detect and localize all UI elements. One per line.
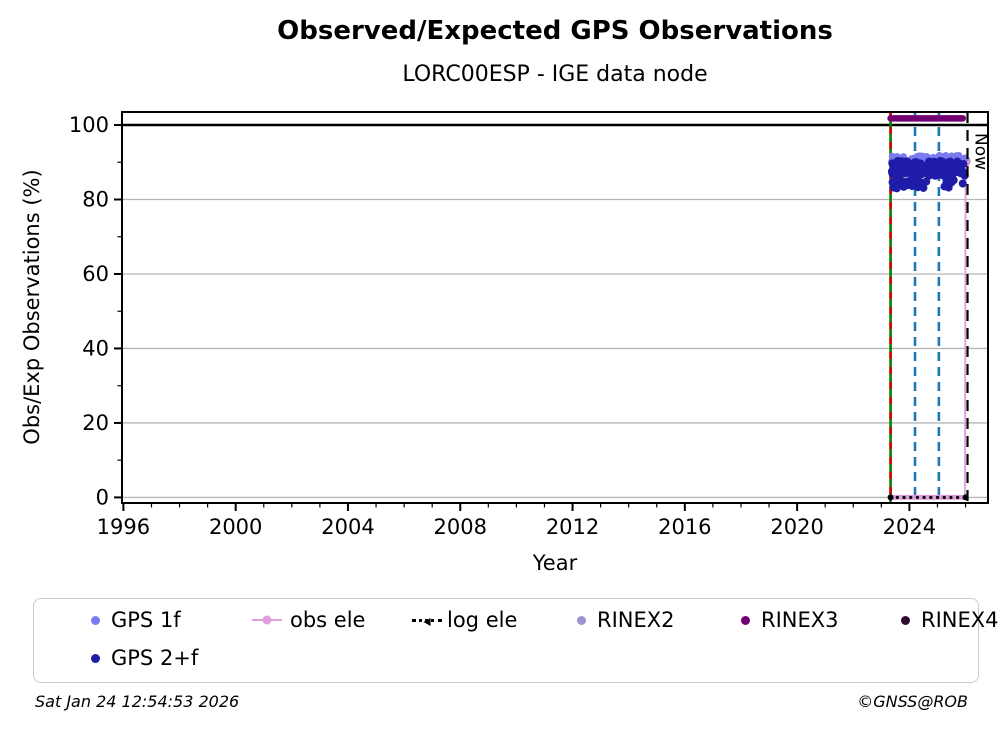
timestamp-text: Sat Jan 24 12:54:53 2026 [35,692,240,711]
y-axis: 0 20 40 60 80 100 [69,113,122,509]
rinex3-marker-icon [741,615,750,625]
x-axis-label: Year [532,551,578,575]
legend-item-gps-2-f: GPS 2+f [91,642,198,674]
legend-label: RINEX3 [761,608,839,632]
svg-text:0: 0 [96,485,109,509]
now-label: Now [971,133,991,170]
plot-border [121,111,989,504]
gps-1f-marker-icon [91,615,100,625]
log-ele-marker-icon [412,617,442,626]
svg-text:2008: 2008 [434,515,487,539]
legend-item-log-ele: log ele [412,604,517,636]
svg-text:2000: 2000 [209,515,262,539]
chart-canvas: Now 1996 2000 2004 2008 2012 2016 2020 2024 0 20 40… [69,111,991,539]
legend-label: log ele [447,608,518,632]
svg-text:2020: 2020 [770,515,823,539]
legend-item-gps-1f: GPS 1f [91,604,181,636]
gps-2plusf-points [887,156,969,193]
svg-text:2004: 2004 [321,515,374,539]
svg-text:2016: 2016 [658,515,711,539]
rinex2-marker-icon [577,615,586,625]
legend-label: GPS 1f [111,608,181,632]
obs-ele-line [890,156,971,500]
page-title: Observed/Expected GPS Observations [277,16,833,46]
copyright-text: ©GNSS@ROB [857,692,968,711]
legend-box: GPS 1f GPS 2+f obs ele log ele RINEX2 RINEX3 R… [33,598,999,683]
legend-label: RINEX2 [597,608,675,632]
legend-item-rinex4: RINEX4 [901,604,999,636]
legend-label: RINEX4 [921,608,999,632]
svg-text:100: 100 [69,113,109,137]
x-axis: 1996 2000 2004 2008 2012 2016 2020 2024 [97,503,967,539]
legend-item-rinex3: RINEX3 [741,604,839,636]
svg-text:60: 60 [82,262,109,286]
svg-text:80: 80 [82,188,109,212]
plot-grid [122,124,988,499]
rinex4-marker-icon [901,615,910,625]
obs-ele-marker-icon [252,615,282,625]
page-subtitle: LORC00ESP - IGE data node [402,62,708,87]
now-line: Now [966,112,991,503]
svg-text:2024: 2024 [883,515,936,539]
legend-item-rinex2: RINEX2 [577,604,675,636]
legend-label: GPS 2+f [111,646,199,670]
svg-text:20: 20 [82,411,109,435]
legend-item-obs-ele: obs ele [252,604,365,636]
legend-label: obs ele [290,608,366,632]
svg-text:40: 40 [82,336,109,360]
svg-text:2012: 2012 [546,515,599,539]
gps-2-f-marker-icon [91,653,100,663]
svg-text:1996: 1996 [97,515,150,539]
